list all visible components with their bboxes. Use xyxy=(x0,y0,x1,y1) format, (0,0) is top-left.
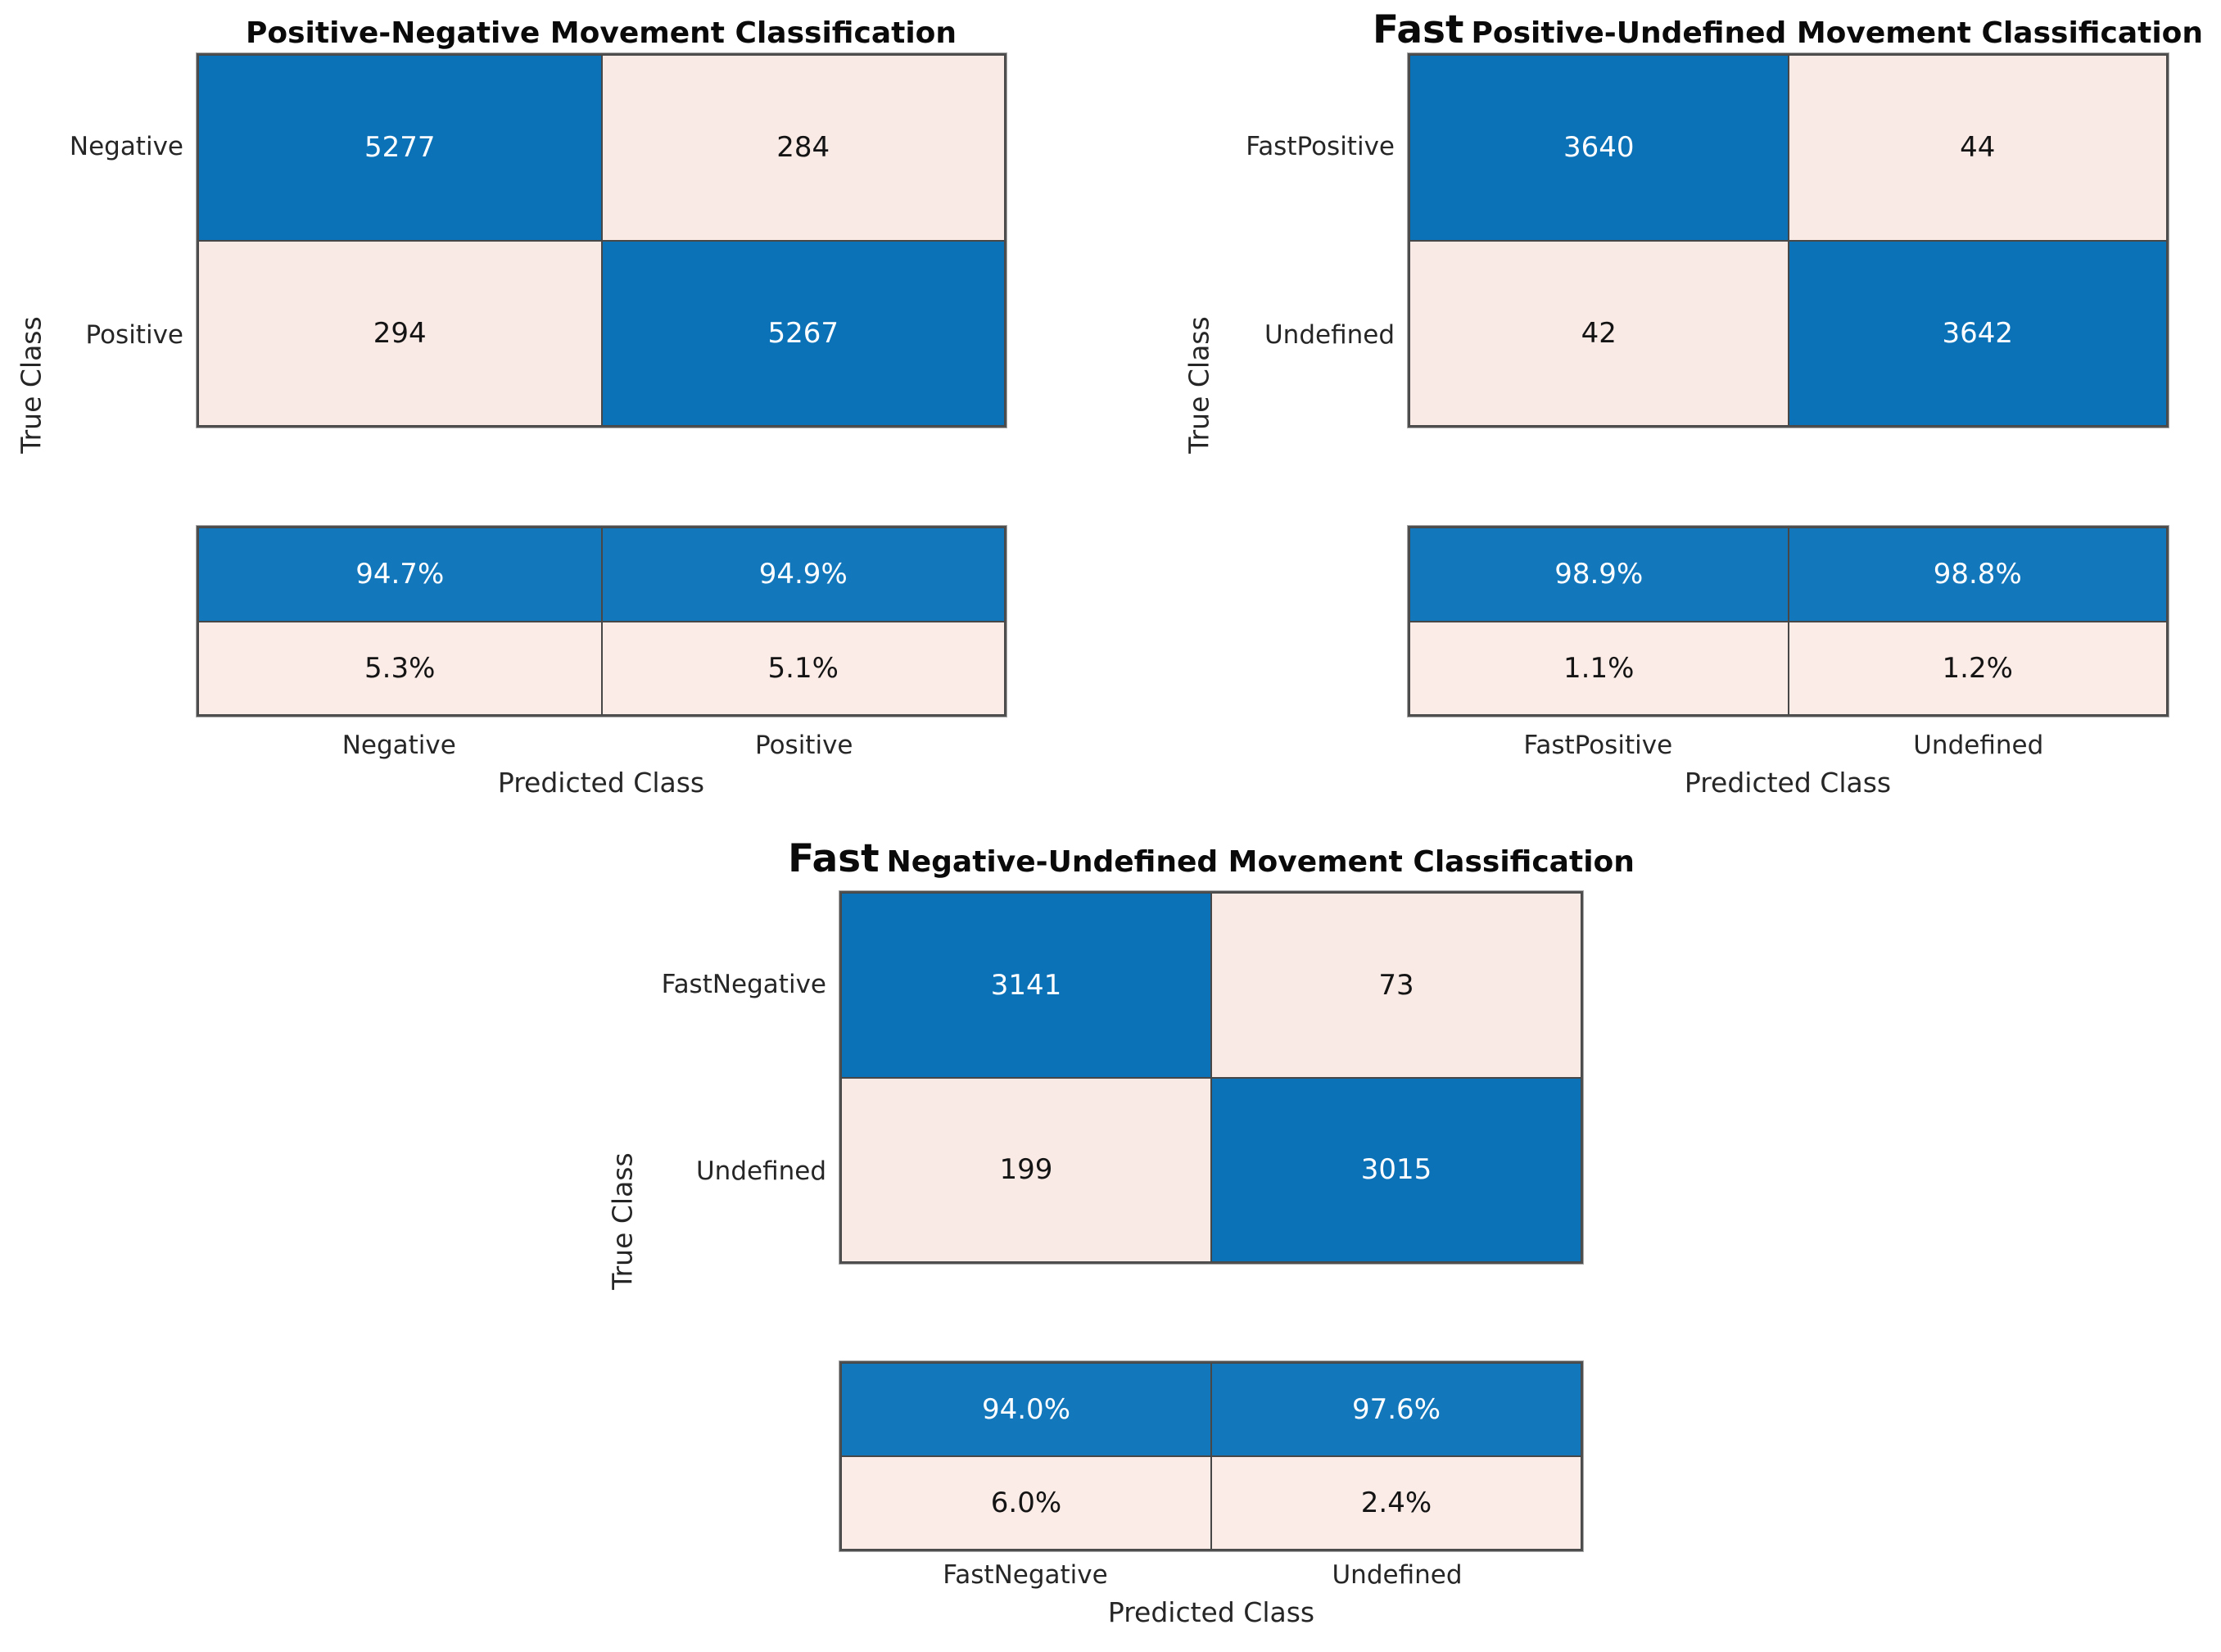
x-tick-fastnegative: FastNegative xyxy=(943,1560,1108,1590)
chart-title-text: Positive-Undefined Movement Classificati… xyxy=(1471,16,2204,50)
x-tick-undefined: Undefined xyxy=(1332,1560,1463,1590)
row-label-positive: Positive xyxy=(85,320,183,350)
matrix-cell-1-0: 294 xyxy=(198,240,602,426)
column-summary: 98.9% 98.8% 1.1% 1.2% xyxy=(1408,526,2169,717)
x-tick-negative: Negative xyxy=(342,731,456,760)
column-summary: 94.0% 97.6% 6.0% 2.4% xyxy=(839,1361,1583,1551)
column-summary: 94.7% 94.9% 5.3% 5.1% xyxy=(197,526,1006,717)
summary-cell-bottom-1: 2.4% xyxy=(1211,1456,1581,1550)
summary-cell-top-0: 94.7% xyxy=(198,527,602,622)
chart-title-prefix: Fast xyxy=(1372,7,1464,52)
chart-title-text: Positive-Negative Movement Classificatio… xyxy=(245,16,957,50)
row-label-undefined: Undefined xyxy=(695,1156,826,1186)
chart-title-text: Negative-Undefined Movement Classificati… xyxy=(886,845,1635,879)
x-tick-labels: Negative Positive xyxy=(197,731,1006,760)
summary-cell-bottom-1: 5.1% xyxy=(601,621,1005,715)
chart-title: Fast Negative-Undefined Movement Classifi… xyxy=(788,836,1635,881)
matrix-cell-0-1: 73 xyxy=(1211,893,1581,1078)
summary-cell-bottom-0: 6.0% xyxy=(841,1456,1211,1550)
summary-cell-bottom-1: 1.2% xyxy=(1788,621,2167,715)
matrix-cell-0-1: 44 xyxy=(1788,55,2167,241)
y-axis-label: True Class xyxy=(606,1152,639,1290)
row-label-negative: Negative xyxy=(69,132,183,161)
row-label-fastpositive: FastPositive xyxy=(1246,132,1395,161)
matrix-cell-1-0: 199 xyxy=(841,1077,1211,1262)
matrix-cell-1-1: 3015 xyxy=(1211,1077,1581,1262)
y-axis-label: True Class xyxy=(15,316,47,454)
summary-cell-top-0: 94.0% xyxy=(841,1363,1211,1456)
y-axis-label: True Class xyxy=(1183,316,1215,454)
confusion-matrix: 3640 44 42 3642 xyxy=(1408,53,2169,428)
x-tick-labels: FastNegative Undefined xyxy=(839,1560,1583,1590)
matrix-cell-1-1: 3642 xyxy=(1788,240,2167,426)
x-tick-undefined: Undefined xyxy=(1913,731,2044,760)
matrix-cell-0-1: 284 xyxy=(601,55,1005,241)
chart-title: Fast Positive-Undefined Movement Classifi… xyxy=(1372,7,2204,52)
summary-cell-top-1: 94.9% xyxy=(601,527,1005,622)
matrix-cell-0-0: 5277 xyxy=(198,55,602,241)
summary-cell-top-1: 97.6% xyxy=(1211,1363,1581,1456)
confusion-matrix: 3141 73 199 3015 xyxy=(839,891,1583,1264)
summary-cell-bottom-0: 1.1% xyxy=(1409,621,1789,715)
x-tick-labels: FastPositive Undefined xyxy=(1408,731,2169,760)
matrix-cell-1-1: 5267 xyxy=(601,240,1005,426)
x-axis-label: Predicted Class xyxy=(497,767,705,799)
matrix-cell-0-0: 3640 xyxy=(1409,55,1789,241)
summary-cell-bottom-0: 5.3% xyxy=(198,621,602,715)
row-label-undefined: Undefined xyxy=(1264,320,1395,350)
matrix-cell-1-0: 42 xyxy=(1409,240,1789,426)
chart-title-prefix: Fast xyxy=(788,836,880,881)
matrix-cell-0-0: 3141 xyxy=(841,893,1211,1078)
x-tick-positive: Positive xyxy=(754,731,853,760)
confusion-matrix: 5277 284 294 5267 xyxy=(197,53,1006,428)
x-tick-fastpositive: FastPositive xyxy=(1523,731,1673,760)
row-label-fastnegative: FastNegative xyxy=(661,970,826,999)
chart-title: Positive-Negative Movement Classificatio… xyxy=(246,8,957,52)
summary-cell-top-0: 98.9% xyxy=(1409,527,1789,622)
x-axis-label: Predicted Class xyxy=(1684,767,1892,799)
x-axis-label: Predicted Class xyxy=(1107,1596,1315,1628)
summary-cell-top-1: 98.8% xyxy=(1788,527,2167,622)
